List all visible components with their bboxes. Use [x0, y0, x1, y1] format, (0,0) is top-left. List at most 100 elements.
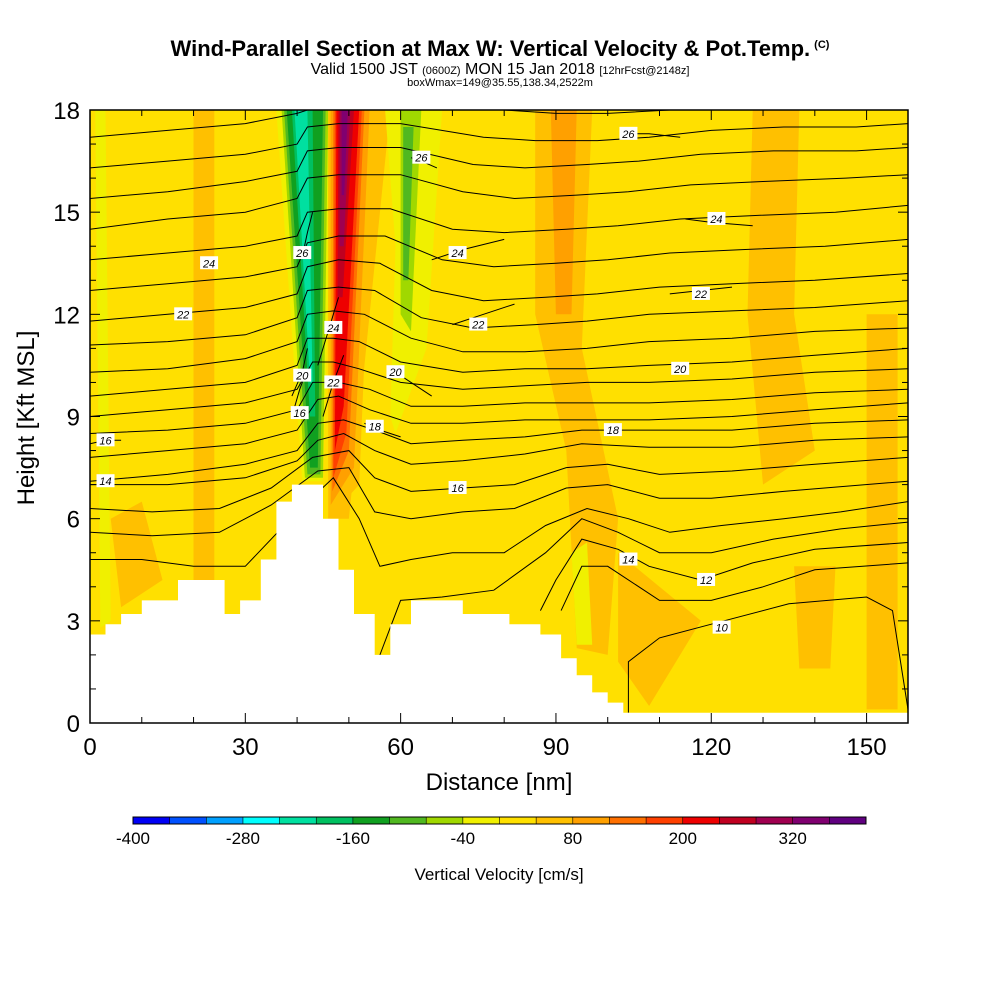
x-tick-label-0: 0: [83, 734, 96, 761]
theta-label-32: 26: [295, 248, 309, 260]
colorbar-swatch-19: [829, 817, 867, 824]
y-axis-title: Height [Kft MSL]: [13, 331, 40, 506]
x-tick-label-90: 90: [543, 734, 570, 761]
theta-label-15: 22: [176, 309, 189, 321]
chart-title-text: Wind-Parallel Section at Max W: Vertical…: [170, 36, 811, 61]
colorbar: -400 -280 -160 -40 80 200 320: [116, 816, 867, 848]
theta-label-23: 22: [694, 289, 707, 301]
colorbar-swatch-1: [169, 817, 207, 824]
colorbar-tick-label-2: -160: [336, 829, 370, 848]
box-wmax-info: boxWmax=149@35.55,138.34,2522m: [407, 77, 593, 89]
theta-label-bg-27: [365, 419, 384, 433]
colorbar-swatch-14: [646, 817, 684, 824]
theta-label-bg-17: [200, 256, 219, 270]
theta-contour-9: [90, 395, 908, 458]
theta-label-bg-19: [324, 320, 343, 334]
theta-contour-13: [90, 337, 908, 397]
theta-contour-10: [90, 381, 908, 434]
colorbar-swatch-2: [206, 817, 244, 824]
velocity-region-8: [866, 314, 898, 710]
x-tick-label-30: 30: [232, 734, 259, 761]
theta-label-28: 16: [294, 408, 307, 420]
theta-label-6: 16: [451, 483, 464, 495]
colorbar-swatch-12: [572, 817, 610, 824]
theta-label-bg-21: [707, 211, 726, 225]
theta-label-9: 18: [607, 425, 620, 437]
colorbar-title: Vertical Velocity [cm/s]: [414, 865, 583, 884]
theta-contour-4: [90, 477, 908, 567]
theta-label-2: 12: [700, 575, 712, 587]
x-tick-label-60: 60: [387, 734, 414, 761]
theta-label-24: 22: [326, 377, 339, 389]
velocity-region-2: [110, 501, 163, 608]
y-tick-label-15: 15: [53, 200, 80, 227]
terrain-profile: [90, 484, 908, 723]
theta-contour-35: [90, 110, 308, 138]
colorbar-swatch-6: [352, 817, 391, 824]
colorbar-swatch-17: [756, 817, 794, 824]
theta-label-27: 18: [369, 422, 382, 434]
colorbar-swatch-5: [316, 817, 354, 824]
theta-label-bg-30: [412, 150, 431, 164]
copyright-mark: (C): [814, 38, 830, 51]
colorbar-tick-label-1: -280: [226, 829, 260, 848]
theta-contour-17: [90, 235, 908, 291]
theta-contour-12: [90, 361, 908, 417]
theta-contour-8: [90, 419, 908, 482]
theta-contour-36: [504, 110, 670, 114]
colorbar-tick-label-0: -400: [116, 829, 150, 848]
theta-label-22: 22: [471, 320, 484, 332]
valid-time-prefix: Valid 1500 JST: [310, 61, 418, 78]
colorbar-swatch-16: [719, 817, 757, 824]
theta-label-bg-6: [448, 481, 467, 495]
theta-label-bg-24: [324, 375, 343, 389]
y-tick-label-9: 9: [67, 405, 80, 432]
theta-label-bg-9: [603, 423, 622, 437]
theta-contour-34: [90, 123, 908, 169]
theta-label-17: 24: [202, 258, 215, 270]
theta-label-26: 20: [388, 367, 402, 379]
valid-time-line: Valid 1500 JST (0600Z) MON 15 Jan 2018 […: [0, 61, 1000, 79]
theta-label-20: 24: [450, 248, 463, 260]
colorbar-tick-label-3: -40: [451, 829, 476, 848]
theta-label-21: 24: [709, 214, 722, 226]
velocity-region-27: [341, 110, 348, 196]
colorbar-swatch-4: [279, 817, 317, 824]
theta-contour-3: [379, 518, 908, 656]
colorbar-swatch-8: [426, 817, 464, 824]
colorbar-tick-label-5: 200: [669, 829, 697, 848]
theta-label-bg-28: [290, 406, 309, 420]
colorbar-swatch-0: [133, 817, 171, 824]
y-axis: 0 3 6 9 12 15 18: [53, 98, 908, 738]
velocity-region-19: [403, 127, 414, 281]
plot-area: 10 12 14 16 14 18 16 20 22 24 24 24 24 22 22 22 20 20 18 16…: [90, 110, 908, 723]
theta-contour-14: [90, 310, 908, 373]
theta-label-bg-25: [293, 368, 312, 382]
theta-contour-2: [539, 538, 908, 611]
valid-time-utc: (0600Z): [422, 65, 461, 77]
theta-label-layer: 10 12 14 16 14 18 16 20 22 24 24 24 24 22 22 22 20 20 18 16…: [96, 126, 731, 635]
theta-contour-22: [452, 303, 515, 326]
theta-label-25: 20: [295, 371, 309, 383]
x-axis: 0 30 60 90 120 150: [83, 110, 887, 761]
theta-label-bg-11: [96, 433, 115, 447]
y-tick-label-18: 18: [53, 98, 80, 125]
colorbar-swatch-10: [499, 817, 537, 824]
theta-contour-5: [90, 467, 908, 537]
colorbar-swatch-18: [792, 817, 830, 824]
forecast-info: [12hrFcst@2148z]: [599, 65, 690, 77]
velocity-region-7: [747, 110, 815, 485]
theta-label-30: 26: [414, 153, 428, 165]
theta-contour-33: [90, 147, 908, 199]
chart-title: Wind-Parallel Section at Max W: Vertical…: [0, 36, 1000, 62]
theta-label-13: 20: [673, 364, 687, 376]
theta-label-bg-15: [174, 307, 193, 321]
theta-contour-6: [90, 450, 908, 513]
theta-label-bg-2: [697, 572, 716, 586]
terrain-layer: [90, 484, 908, 723]
theta-contour-16: [90, 259, 908, 322]
x-tick-label-120: 120: [691, 734, 731, 761]
y-tick-label-12: 12: [53, 302, 80, 329]
colorbar-swatch-11: [536, 817, 574, 824]
